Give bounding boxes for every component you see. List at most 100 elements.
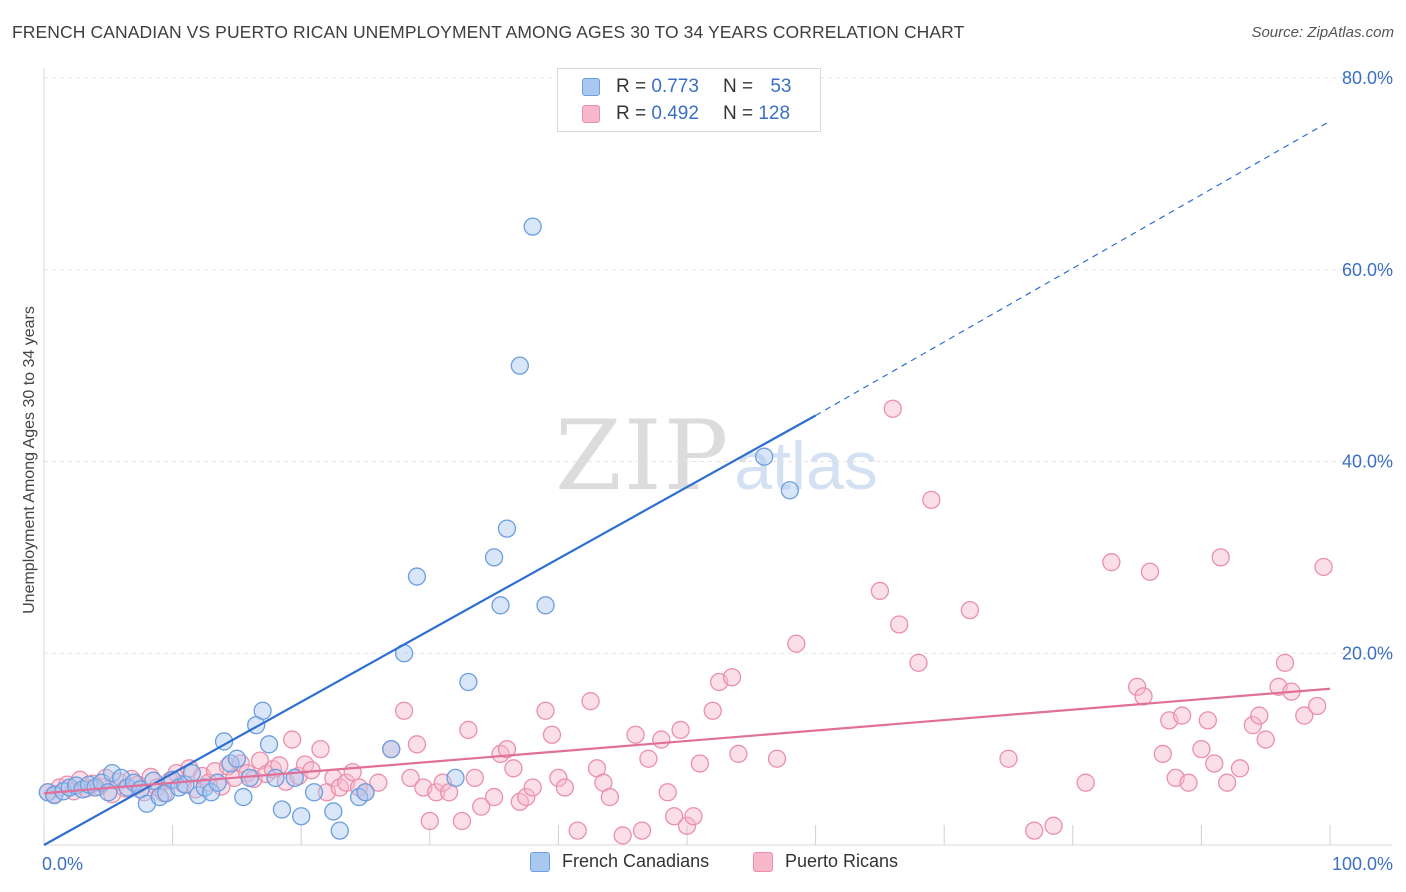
puerto-ricans-point: [1307, 696, 1327, 716]
puerto-ricans-point: [394, 701, 414, 720]
puerto-ricans-point: [883, 399, 902, 418]
puerto-ricans-point: [1243, 716, 1262, 735]
puerto-ricans-point: [1179, 773, 1198, 792]
french-canadians-point: [523, 217, 542, 236]
french-canadians-point: [459, 672, 478, 692]
french-canadians-point: [536, 596, 555, 615]
stats-row-puerto-ricans: R = 0.492 N = 128: [582, 101, 790, 127]
french-canadians-point: [304, 783, 324, 802]
stats-swatch-pink: [582, 105, 600, 123]
puerto-ricans-point: [870, 581, 890, 601]
y-tick-label: 80.0%: [1342, 68, 1393, 88]
stats-n-label: N =: [722, 103, 754, 124]
tick-labels: 20.0% 40.0% 60.0% 80.0% 0.0% 100.0%: [42, 68, 1393, 874]
puerto-ricans-point: [401, 768, 420, 788]
x-tick-label: 0.0%: [42, 854, 83, 874]
puerto-ricans-point: [484, 787, 504, 807]
puerto-ricans-point: [1211, 548, 1230, 567]
puerto-ricans-point: [703, 701, 722, 720]
puerto-ricans-point: [1198, 711, 1217, 730]
puerto-ricans-point: [999, 749, 1018, 768]
puerto-ricans-point: [1314, 557, 1333, 577]
puerto-ricans-point: [639, 749, 658, 768]
french-canadians-point: [484, 548, 504, 567]
french-canadians-point: [208, 773, 227, 792]
french-canadians-point: [202, 783, 221, 802]
french-canadians-trend-extension: [815, 120, 1331, 417]
french-canadians-point: [214, 732, 234, 751]
puerto-ricans-point: [1275, 653, 1295, 672]
stats-r-label: R =: [616, 76, 647, 97]
puerto-ricans-point: [472, 797, 491, 816]
puerto-ricans-point: [652, 730, 671, 749]
puerto-ricans-point: [722, 668, 742, 687]
french-canadians-point: [234, 787, 253, 807]
french-canadians-point: [266, 768, 285, 788]
puerto-ricans-point: [922, 490, 941, 510]
puerto-ricans-point: [1217, 773, 1237, 792]
puerto-ricans-point: [311, 739, 330, 759]
grid-layer: [44, 77, 1392, 654]
puerto-ricans-point: [1025, 821, 1044, 840]
stats-box: R = 0.773 N = 53 R = 0.492 N = 128: [557, 68, 821, 132]
puerto-ricans-point: [787, 634, 806, 653]
french-canadians-point: [103, 763, 122, 783]
puerto-ricans-point: [1205, 754, 1224, 773]
puerto-ricans-point: [613, 826, 632, 845]
puerto-ricans-point: [1102, 553, 1121, 572]
puerto-ricans-trend-line: [43, 687, 1331, 795]
french-canadians-point: [45, 785, 64, 805]
french-canadians-point: [407, 567, 427, 586]
puerto-ricans-point: [542, 725, 562, 744]
puerto-ricans-point: [549, 768, 568, 788]
legend-item-puerto-ricans[interactable]: Puerto Ricans: [753, 851, 898, 872]
french-canadians-point: [356, 783, 375, 802]
french-canadians-point: [253, 701, 272, 720]
puerto-ricans-point: [684, 807, 703, 826]
stats-row-french-canadians: R = 0.773 N = 53: [582, 74, 791, 100]
legend-swatch-pink: [753, 851, 773, 872]
puerto-ricans-point: [427, 783, 446, 802]
puerto-ricans-point: [600, 787, 619, 807]
y-tick-label: 60.0%: [1342, 260, 1393, 280]
puerto-ricans-point: [671, 720, 690, 740]
puerto-ricans-point: [536, 701, 555, 720]
axis-layer: [43, 68, 1392, 846]
french-canadians-point: [99, 783, 118, 802]
legend-item-french-canadians[interactable]: French Canadians: [530, 851, 709, 872]
french-canadians-point: [446, 768, 465, 788]
puerto-ricans-point: [504, 759, 523, 778]
y-tick-label: 40.0%: [1342, 452, 1393, 472]
puerto-ricans-point: [1153, 744, 1172, 764]
puerto-ricans-point: [909, 653, 928, 672]
french-canadians-point: [497, 519, 517, 538]
french-canadians-point: [292, 807, 311, 826]
legend-label: Puerto Ricans: [785, 851, 899, 871]
puerto-ricans-point: [283, 730, 302, 749]
trend-lines: [43, 120, 1331, 846]
puerto-ricans-point: [632, 821, 652, 840]
puerto-ricans-point: [1256, 730, 1275, 749]
puerto-ricans-point: [960, 600, 980, 620]
puerto-ricans-point: [690, 754, 710, 773]
puerto-ricans-point: [658, 783, 677, 802]
french-canadians-points: [38, 217, 800, 840]
puerto-ricans-point: [1192, 739, 1211, 759]
chart-title: FRENCH CANADIAN VS PUERTO RICAN UNEMPLOY…: [12, 22, 965, 42]
puerto-ricans-point: [407, 735, 427, 754]
x-tick-label: 100.0%: [1332, 854, 1393, 874]
y-tick-label: 20.0%: [1342, 643, 1393, 663]
puerto-ricans-point: [729, 744, 748, 764]
puerto-ricans-point: [523, 778, 542, 797]
puerto-ricans-point: [420, 811, 439, 831]
french-canadians-point: [227, 749, 247, 768]
legend: French Canadians Puerto Ricans: [0, 851, 1406, 877]
stats-n-value: 53: [770, 76, 792, 97]
puerto-ricans-point: [497, 739, 517, 759]
french-canadians-point: [491, 596, 510, 615]
puerto-ricans-point: [677, 816, 697, 835]
french-canadians-point: [780, 481, 800, 500]
puerto-ricans-point: [568, 821, 587, 840]
puerto-ricans-point: [1127, 677, 1147, 696]
